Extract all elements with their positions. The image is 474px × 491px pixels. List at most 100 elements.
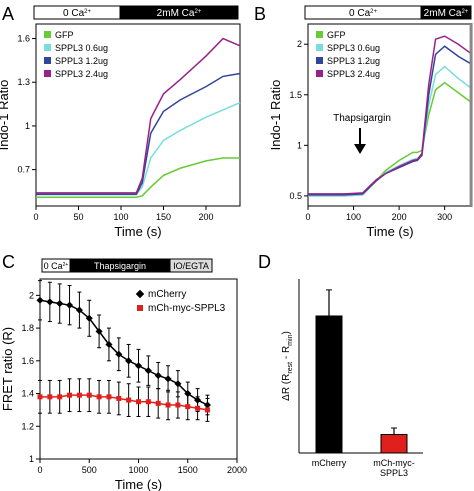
y-tick-label: 2 [29, 290, 34, 300]
y-tick-label: 1.2 [21, 421, 34, 431]
data-point-mcherry [85, 314, 93, 322]
y-tick-label: 1.8 [21, 323, 34, 333]
legend-label-sppl3-1-2ug: SPPL3 1.2ug [327, 56, 380, 66]
y-axis-label: FRET ratio (R) [0, 327, 15, 411]
condition-label-c-mid: Thapsigargin [94, 261, 146, 271]
panel-letter-d: D [258, 252, 271, 272]
y-tick-label: 1.5 [289, 90, 302, 100]
condition-label-b-right: 2mM Ca2+ [424, 8, 469, 19]
condition-label-c-left: 0 Ca2+ [44, 261, 69, 271]
data-point-mch-myc-sppl3 [86, 392, 92, 398]
y-tick-label: 1.3 [17, 77, 30, 87]
data-point-mch-myc-sppl3 [136, 399, 141, 405]
data-point-mch-myc-sppl3 [67, 392, 73, 398]
series-line-sppl3-1-2ug [308, 45, 473, 196]
x-tick-label: 0 [33, 212, 38, 222]
panel-b: B 0 Ca2+ 2mM Ca2+ 0 100 200 300 0.5 1 1.5 2 Time… [254, 4, 473, 239]
x-tick-label: 0 [37, 465, 42, 475]
x-tick-label: 100 [346, 212, 361, 222]
data-point-mcherry [154, 372, 162, 380]
condition-label-b-left: 0 Ca2+ [349, 8, 377, 19]
category-label: SPPL3 [380, 468, 408, 478]
data-point-mch-myc-sppl3 [185, 404, 191, 410]
panel-c: C 0 Ca2+ Thapsigargin IO/EGTA 0 500 1000 15… [0, 252, 247, 491]
chart-d: mCherry mCh-myc-SPPL3 ΔR (Rrest - Rmin) [281, 279, 423, 478]
x-axis-label: Time (s) [115, 477, 162, 491]
data-point-mch-myc-sppl3 [126, 397, 132, 403]
series-line-sppl3-0-6ug [308, 65, 473, 197]
data-point-mcherry [144, 367, 152, 375]
data-point-mch-myc-sppl3 [155, 400, 161, 406]
condition-label-a-left: 0 Ca2+ [63, 8, 91, 19]
data-point-mcherry [105, 340, 113, 348]
x-tick-label: 0 [305, 212, 310, 222]
legend-swatch-sppl3-1-2ug [316, 57, 323, 64]
chart-a: 0 50 100 150 200 0.7 1 1.3 1.6 Time (s) Indo-1 Rat… [0, 23, 241, 239]
panel-a: A 0 Ca2+ 2mM Ca2+ 0 50 100 150 200 0.7 1 1.3 1.6… [0, 4, 241, 239]
chart-b: 0 100 200 300 0.5 1 1.5 2 Time (s) Indo-1 Ratio GF… [268, 23, 473, 239]
y-tick-label: 2 [297, 39, 302, 49]
category-label: mCherry [312, 458, 347, 468]
legend-swatch-gfp [44, 31, 51, 38]
x-tick-label: 50 [73, 212, 83, 222]
plot-frame [35, 23, 241, 207]
data-point-mcherry [164, 375, 172, 383]
data-point-mcherry [75, 306, 83, 314]
x-axis-label: Time (s) [366, 224, 413, 239]
legend-label-sppl3-0-6ug: SPPL3 0.6ug [327, 43, 380, 53]
condition-label-a-right: 2mM Ca2+ [157, 8, 202, 19]
x-axis-label: Time (s) [114, 224, 161, 239]
data-point-mch-myc-sppl3 [165, 402, 171, 408]
series-line-sppl3-2-4ug [308, 35, 473, 195]
series-line-gfp [36, 157, 240, 199]
data-point-mcherry [36, 296, 44, 304]
legend-label-sppl3-2-4ug: SPPL3 2.4ug [327, 69, 380, 79]
data-point-mcherry [46, 298, 54, 306]
data-point-mcherry [95, 327, 103, 335]
legend-marker-mch-myc-sppl3 [137, 305, 143, 311]
series-line-sppl3-2-4ug [36, 37, 241, 194]
x-tick-label: 200 [392, 212, 407, 222]
panel-letter-a: A [2, 4, 14, 24]
y-tick-label: 0.7 [17, 165, 30, 175]
panel-d: D mCherry mCh-myc-SPPL3 ΔR (Rrest - Rmin) [258, 252, 423, 478]
series-line-gfp [308, 81, 473, 197]
y-tick-label: 1.6 [17, 34, 30, 44]
data-point-mch-myc-sppl3 [37, 394, 43, 400]
y-tick-label: 1 [29, 454, 34, 464]
data-point-mch-myc-sppl3 [195, 405, 201, 411]
data-point-mcherry [66, 301, 74, 309]
legend-swatch-sppl3-1-2ug [44, 57, 51, 64]
legend-label-mch-myc-sppl3: mCh-myc-SPPL3 [148, 303, 226, 314]
x-tick-label: 200 [198, 212, 213, 222]
category-label: mCh-myc- [373, 458, 415, 468]
thapsigargin-arrow-head [354, 144, 366, 154]
condition-label-c-right: IO/EGTA [173, 261, 209, 271]
data-point-mch-myc-sppl3 [175, 402, 181, 408]
legend-swatch-sppl3-2-4ug [316, 70, 323, 77]
data-point-mch-myc-sppl3 [145, 399, 151, 405]
x-tick-label: 500 [82, 465, 97, 475]
series-line-sppl3-0-6ug [36, 101, 241, 196]
condition-bar-b-right [420, 5, 472, 20]
y-axis-label: Indo-1 Ratio [268, 80, 283, 151]
data-point-mch-myc-sppl3 [204, 407, 210, 413]
data-point-mch-myc-sppl3 [96, 394, 102, 400]
x-tick-label: 300 [437, 212, 452, 222]
series-line-mcherry [39, 299, 208, 406]
panel-letter-b: B [254, 4, 266, 24]
data-point-mch-myc-sppl3 [57, 394, 63, 400]
y-tick-label: 0.5 [289, 191, 302, 201]
legend-label-gfp: GFP [55, 30, 74, 40]
condition-bar-a-right [119, 5, 239, 20]
legend-swatch-sppl3-0-6ug [44, 44, 51, 51]
legend-label-sppl3-0-6ug: SPPL3 0.6ug [55, 43, 108, 53]
x-tick-label: 150 [156, 212, 171, 222]
data-point-mcherry [125, 357, 133, 365]
thapsigargin-annotation: Thapsigargin [333, 113, 391, 124]
data-point-mch-myc-sppl3 [76, 392, 82, 398]
chart-c: 0 500 1000 1500 2000 1 1.2 1.4 1.6 1.8 2 Time (s) FR… [0, 278, 247, 491]
data-point-mcherry [174, 380, 182, 388]
y-tick-label: 1.6 [21, 356, 34, 366]
